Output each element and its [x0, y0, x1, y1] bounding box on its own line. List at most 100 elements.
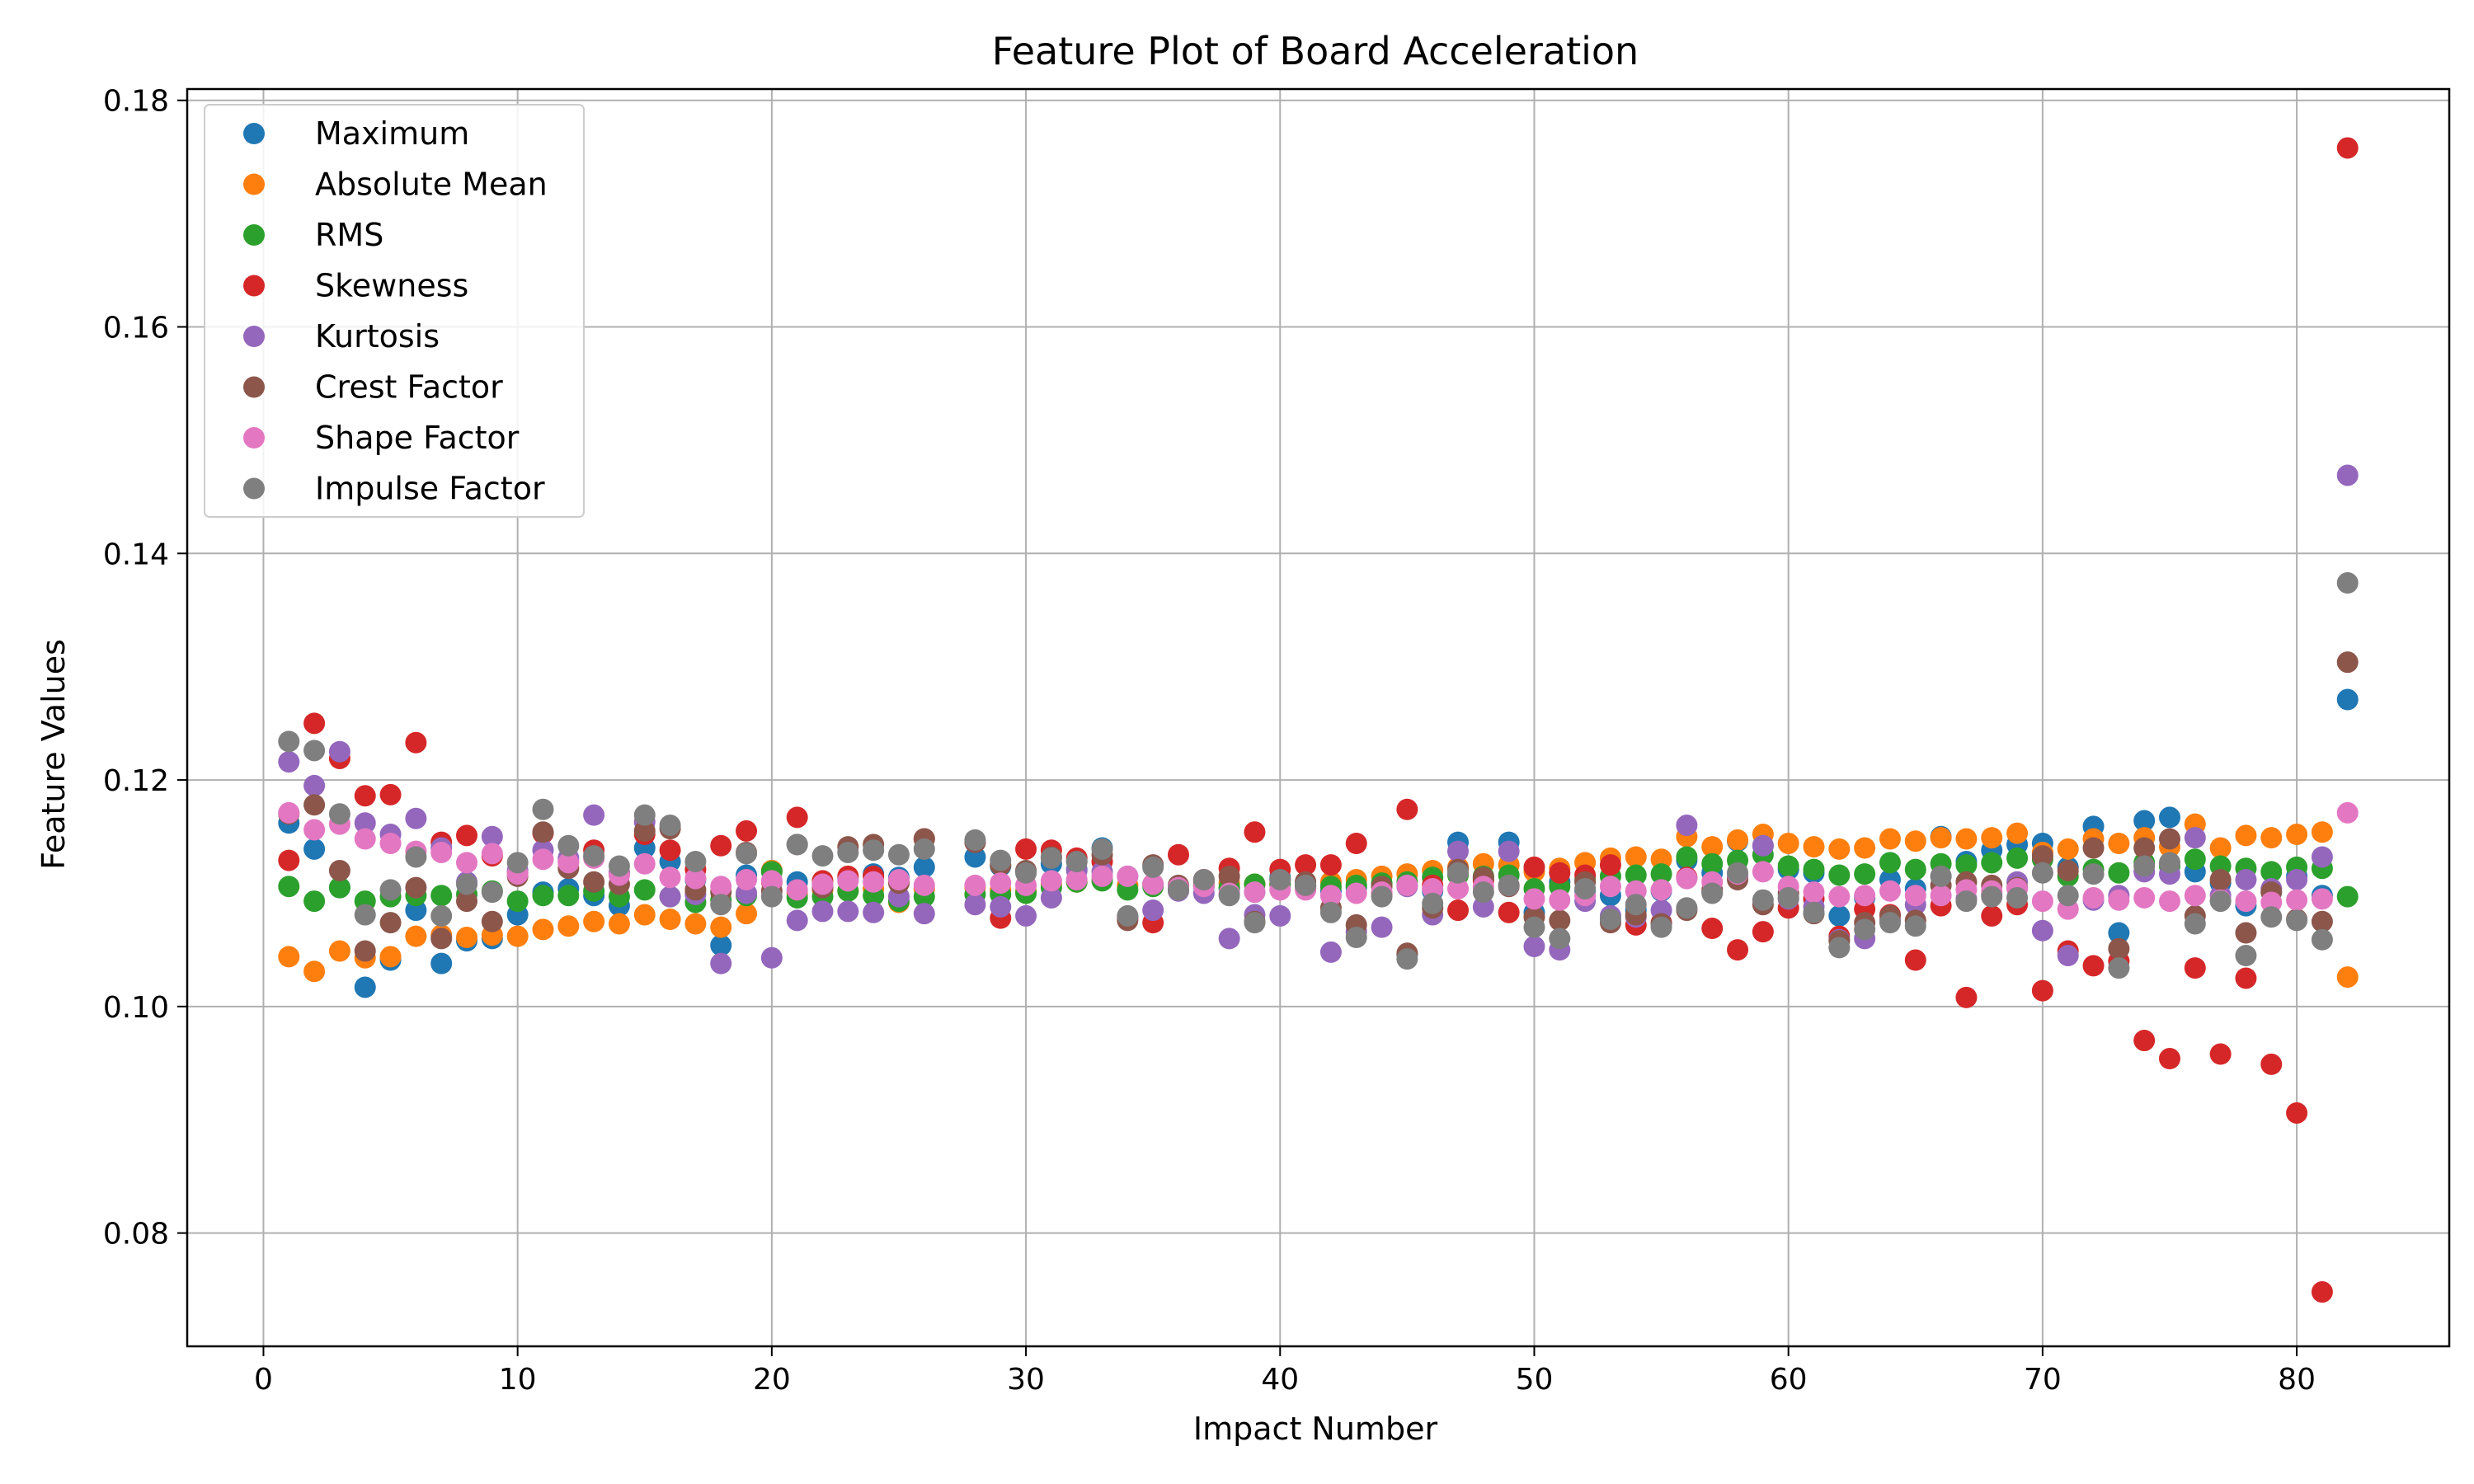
data-point — [379, 783, 402, 805]
data-point — [2209, 890, 2232, 913]
data-point — [633, 904, 656, 926]
legend-marker — [243, 477, 265, 500]
data-point — [2209, 868, 2232, 890]
data-point — [557, 885, 580, 907]
data-point — [811, 845, 834, 867]
data-point — [1422, 892, 1444, 914]
data-point — [1091, 838, 1113, 860]
data-point — [2082, 955, 2105, 977]
data-point — [1803, 836, 1825, 858]
data-point — [608, 913, 630, 935]
data-point — [1701, 882, 1724, 904]
data-point — [1650, 848, 1672, 871]
data-point — [710, 952, 732, 974]
data-point — [2108, 833, 2130, 854]
legend-entry: Maximum — [315, 115, 469, 152]
data-point — [2158, 806, 2180, 829]
data-point — [278, 849, 300, 871]
data-point — [2209, 837, 2232, 859]
data-point — [2108, 937, 2130, 960]
data-point — [1319, 885, 1342, 907]
data-point — [633, 804, 656, 826]
data-point — [2286, 889, 2308, 911]
data-point — [1040, 870, 1062, 892]
data-point — [1803, 881, 1825, 904]
data-point — [1269, 904, 1291, 927]
data-point — [1625, 846, 1647, 868]
data-point — [811, 900, 834, 923]
data-point — [1065, 850, 1088, 872]
data-point — [1777, 886, 1799, 909]
legend-marker — [243, 123, 265, 144]
legend-entry: Shape Factor — [315, 420, 520, 456]
data-point — [1345, 833, 1367, 854]
data-point — [887, 868, 910, 890]
data-point — [481, 843, 503, 865]
data-point — [1371, 885, 1393, 908]
data-point — [1981, 904, 2003, 927]
data-point — [1599, 909, 1621, 931]
data-point — [2286, 868, 2308, 890]
data-point — [1269, 868, 1291, 890]
data-point — [2133, 837, 2156, 859]
data-point — [379, 946, 402, 968]
data-point — [1599, 854, 1621, 876]
data-point — [2184, 913, 2206, 935]
data-point — [532, 848, 554, 871]
legend: Maximum Absolute Mean RMS Skewness Kurtosis C… — [204, 104, 585, 518]
data-point — [2336, 801, 2359, 824]
data-point — [2311, 910, 2333, 932]
data-point — [1371, 916, 1393, 938]
x-tick-label: 80 — [2278, 1363, 2316, 1397]
data-point — [2184, 957, 2206, 979]
data-point — [633, 879, 656, 901]
data-point — [506, 925, 529, 947]
data-point — [1447, 840, 1470, 862]
data-point — [2082, 837, 2105, 859]
data-point — [990, 872, 1012, 895]
data-point — [2336, 572, 2359, 594]
data-point — [2336, 137, 2359, 159]
data-point — [583, 845, 605, 867]
data-point — [1904, 949, 1926, 971]
data-point — [303, 890, 326, 913]
data-point — [736, 819, 758, 842]
data-point — [1955, 828, 1978, 850]
data-point — [456, 852, 478, 874]
data-point — [736, 868, 758, 890]
data-point — [2336, 966, 2359, 989]
data-point — [1015, 904, 1037, 927]
data-point — [278, 801, 300, 824]
data-point — [2235, 922, 2257, 944]
data-point — [583, 910, 605, 932]
data-point — [2260, 891, 2283, 913]
data-point — [2006, 886, 2029, 909]
data-point — [2235, 967, 2257, 989]
data-point — [2158, 852, 2180, 874]
data-point — [1040, 886, 1062, 909]
data-point — [1015, 862, 1037, 884]
data-point — [405, 846, 427, 868]
data-point — [1244, 912, 1266, 934]
legend-marker — [243, 173, 265, 195]
data-point — [1676, 867, 1698, 890]
data-point — [2260, 906, 2283, 928]
data-point — [354, 812, 376, 834]
data-point — [1981, 827, 2003, 849]
data-point — [1777, 833, 1799, 854]
legend-entry: Skewness — [315, 268, 468, 304]
data-point — [354, 828, 376, 850]
data-point — [1676, 815, 1698, 837]
data-point — [659, 885, 681, 908]
data-point — [837, 841, 859, 863]
data-point — [1650, 916, 1672, 938]
data-point — [1065, 868, 1088, 890]
data-point — [328, 859, 350, 881]
data-point — [659, 866, 681, 889]
data-point — [786, 806, 808, 829]
data-point — [557, 852, 580, 874]
data-point — [1472, 895, 1494, 918]
data-point — [354, 940, 376, 962]
data-point — [837, 870, 859, 892]
